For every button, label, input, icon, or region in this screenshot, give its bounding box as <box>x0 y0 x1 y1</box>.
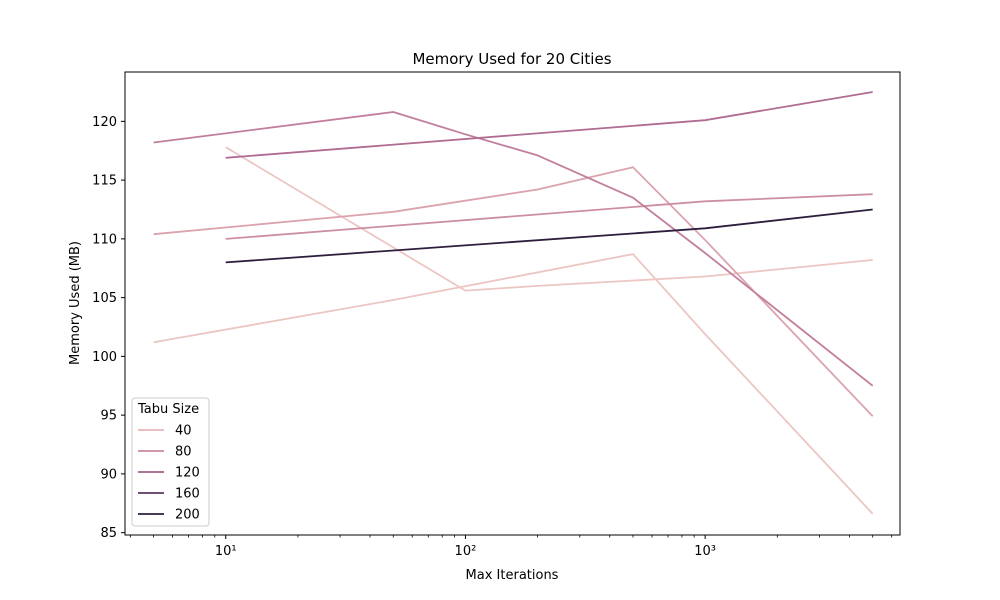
legend-label: 80 <box>175 445 192 460</box>
series-line-7 <box>225 208 873 264</box>
plot-frame <box>124 71 901 536</box>
series-line-5 <box>153 111 874 387</box>
plot-area <box>153 91 874 515</box>
series-line-4 <box>225 193 873 240</box>
x-tick-label: 10¹ <box>215 544 237 559</box>
y-tick-label: 115 <box>92 174 117 189</box>
legend-label: 120 <box>175 466 200 481</box>
series-line-2 <box>225 146 873 292</box>
y-tick-label: 95 <box>100 409 117 424</box>
legend-title: Tabu Size <box>137 402 199 417</box>
legend-label: 40 <box>175 424 192 439</box>
legend-label: 200 <box>175 508 200 523</box>
x-tick-label: 10² <box>455 544 477 559</box>
y-axis-title: Memory Used (MB) <box>68 241 83 365</box>
series-line-6 <box>225 91 873 159</box>
legend: Tabu Size 40 80 120 160 200 <box>131 397 210 527</box>
y-tick-label: 85 <box>100 526 117 541</box>
axes: 85 90 95 100 105 110 115 120 10¹ 10² 10³ <box>92 71 901 559</box>
series-line-3 <box>153 166 874 417</box>
y-tick-label: 120 <box>92 115 117 130</box>
series-line-1 <box>153 253 874 515</box>
y-tick-label: 90 <box>100 467 117 482</box>
y-tick-label: 110 <box>92 232 117 247</box>
y-tick-label: 100 <box>92 350 117 365</box>
x-axis-title: Max Iterations <box>466 568 559 583</box>
chart-title: Memory Used for 20 Cities <box>412 50 611 68</box>
y-tick-label: 105 <box>92 291 117 306</box>
x-tick-label: 10³ <box>694 544 716 559</box>
legend-label: 160 <box>175 487 200 502</box>
